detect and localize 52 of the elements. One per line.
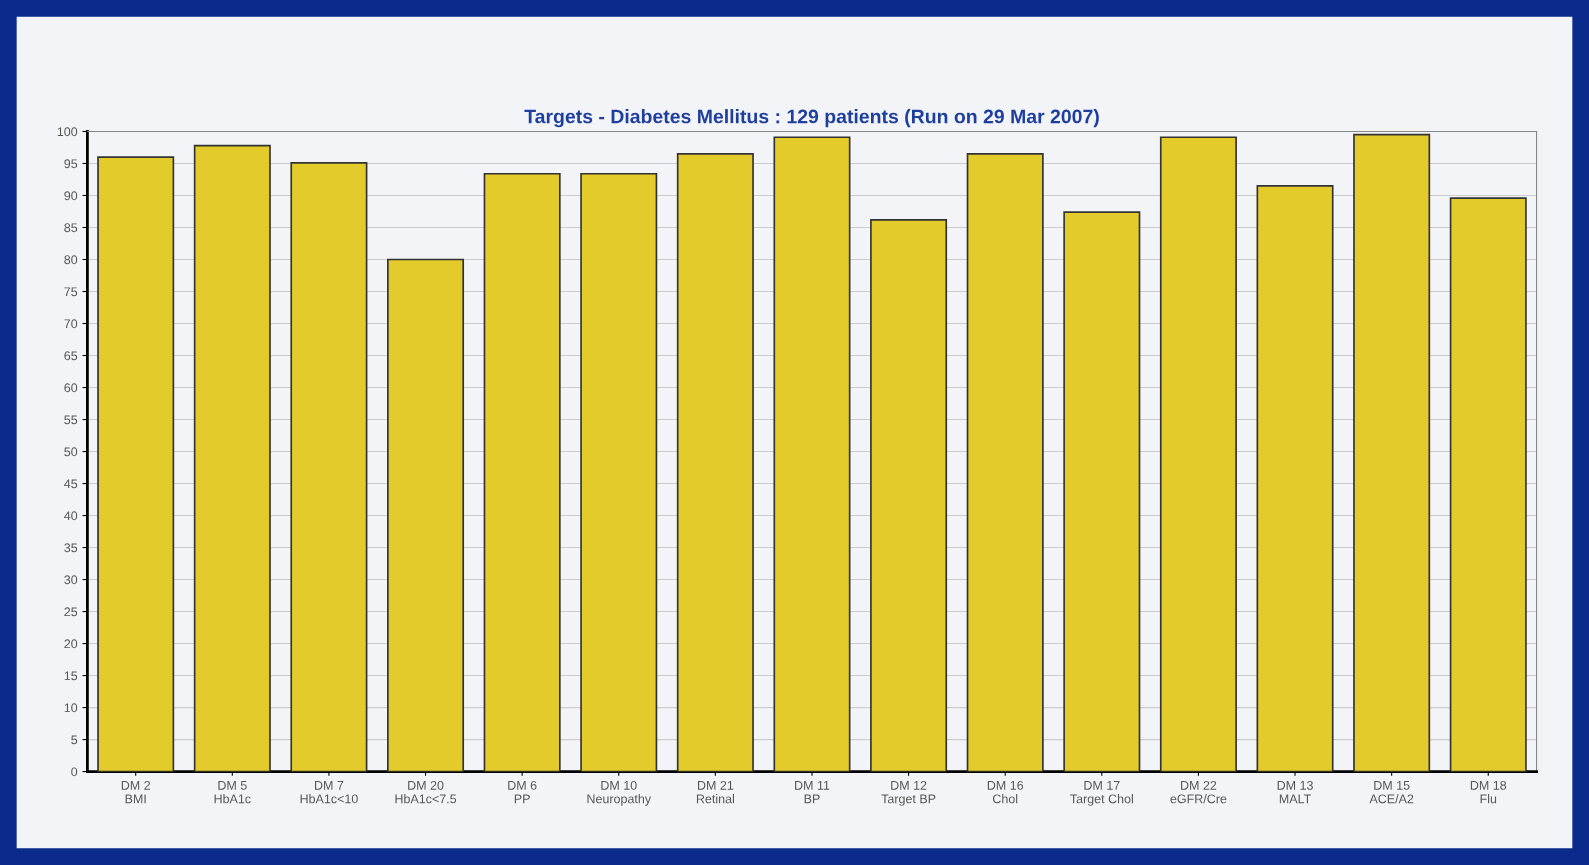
y-tick-label: 85 <box>64 223 78 233</box>
bar <box>1449 197 1527 772</box>
y-tick-label: 15 <box>64 671 78 681</box>
y-tick-label: 5 <box>71 735 78 745</box>
x-tick-label: DM 22 eGFR/Cre <box>1170 780 1227 804</box>
y-tick-label: 50 <box>64 447 78 457</box>
bar <box>580 172 658 772</box>
y-tick-label: 35 <box>64 543 78 553</box>
bar <box>1256 185 1334 772</box>
bar <box>483 172 561 772</box>
bar <box>290 162 368 772</box>
y-tick-label: 70 <box>64 319 78 329</box>
bar <box>773 136 851 772</box>
y-tick-label: 60 <box>64 383 78 393</box>
bar <box>966 153 1044 772</box>
bar <box>1159 136 1237 772</box>
y-tick-label: 10 <box>64 703 78 713</box>
x-tick-label: DM 11 BP <box>795 781 830 804</box>
x-tick-label: DM 5 HbA1c <box>214 781 251 804</box>
y-tick-label: 20 <box>64 639 78 649</box>
bar <box>97 156 175 772</box>
y-tick-label: 55 <box>64 415 78 425</box>
y-tick-label: 65 <box>64 351 78 361</box>
y-tick-label: 95 <box>64 159 78 169</box>
x-tick-label: DM 21 Retinal <box>696 780 734 804</box>
x-tick-label: DM 2 BMI <box>121 780 151 804</box>
x-tick-label: DM 7 HbA1c<10 <box>300 781 358 804</box>
y-tick-label: 75 <box>64 287 78 297</box>
y-tick-label: 45 <box>64 479 78 489</box>
y-tick-label: 30 <box>64 575 78 585</box>
x-tick-label: DM 10 Neuropathy <box>587 780 652 806</box>
x-tick-label: DM 18 Flu <box>1470 780 1507 804</box>
y-tick-label: 0 <box>71 767 78 777</box>
bar <box>193 144 271 772</box>
y-tick-label: 90 <box>64 191 78 201</box>
x-tick-label: DM 20 HbA1c<7.5 <box>395 780 457 804</box>
y-tick-label: 80 <box>64 255 78 265</box>
bar <box>1063 211 1141 772</box>
bar <box>1353 133 1431 772</box>
x-tick-label: DM 12 Target BP <box>881 780 936 806</box>
bar <box>387 258 465 772</box>
x-tick-label: DM 6 PP <box>508 780 537 804</box>
y-tick-label: 100 <box>57 127 78 137</box>
x-tick-label: DM 17 Target Chol <box>1070 781 1133 806</box>
y-tick-label: 40 <box>64 511 78 521</box>
bar <box>676 153 754 772</box>
x-tick-label: DM 13 MALT <box>1277 780 1313 804</box>
x-tick-label: DM 15 ACE/A2 <box>1369 781 1414 804</box>
bar <box>870 218 948 772</box>
y-tick-label: 25 <box>64 607 78 617</box>
chart-title: Targets - Diabetes Mellitus : 129 patients (Run on 29 Mar 2007) <box>524 109 1099 128</box>
x-tick-label: DM 16 Chol <box>987 780 1024 804</box>
